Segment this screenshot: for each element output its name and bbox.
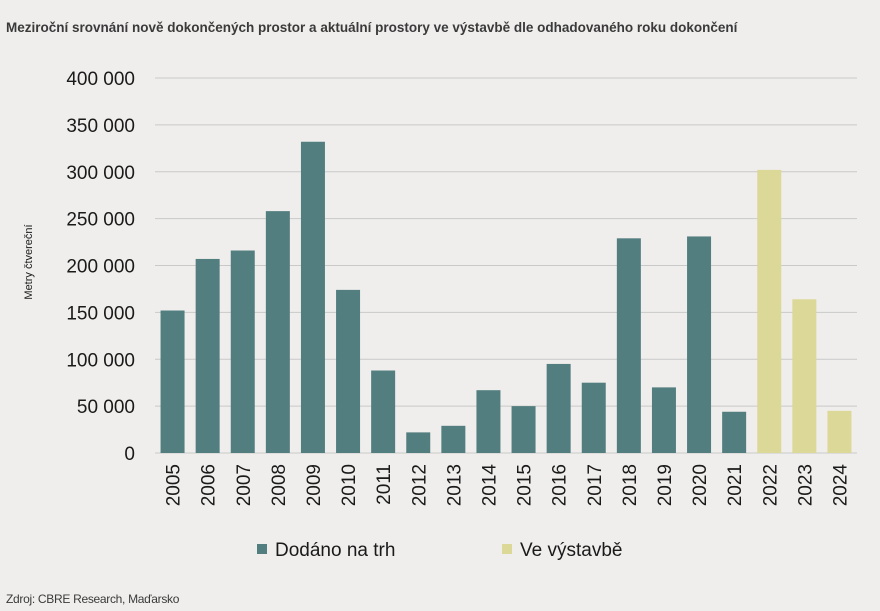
legend-swatch xyxy=(502,544,512,554)
x-tick-label: 2018 xyxy=(620,464,641,506)
bar-2014 xyxy=(476,390,501,453)
bar-2009 xyxy=(300,141,325,453)
bar-2016 xyxy=(546,363,571,453)
x-tick-label: 2007 xyxy=(234,464,255,506)
y-axis-tick-labels: 0 50 000 100 000 150 000 200 000 250 000 300 0… xyxy=(66,69,135,465)
source-note: Zdroj: CBRE Research, Maďarsko xyxy=(6,592,180,606)
bar-2022 xyxy=(757,169,782,453)
x-tick-label: 2008 xyxy=(269,464,290,506)
bar-2007 xyxy=(230,250,255,453)
x-tick-label: 2006 xyxy=(199,464,220,506)
y-axis-label: Metry čtvereční xyxy=(23,224,35,299)
x-tick-label: 2016 xyxy=(550,464,571,506)
bar-2024 xyxy=(827,410,852,453)
x-tick-label: 2011 xyxy=(374,464,395,505)
gridlines xyxy=(155,77,857,454)
y-tick-label: 200 000 xyxy=(66,257,135,278)
bar-2015 xyxy=(511,406,536,453)
legend-swatch xyxy=(257,544,267,554)
y-tick-label: 150 000 xyxy=(66,303,135,324)
bar-2023 xyxy=(792,299,817,453)
bar-2006 xyxy=(195,258,220,453)
legend: Dodáno na trh Ve výstavbě xyxy=(257,540,622,561)
x-tick-label: 2013 xyxy=(444,464,465,506)
bar-2012 xyxy=(406,432,431,453)
bar-2017 xyxy=(581,382,606,453)
x-tick-label: 2005 xyxy=(164,464,185,506)
y-tick-label: 50 000 xyxy=(77,397,135,418)
bar-2005 xyxy=(160,310,185,453)
x-tick-label: 2015 xyxy=(515,464,536,506)
chart-title: Meziroční srovnání nově dokončených pros… xyxy=(6,20,738,35)
bar-2013 xyxy=(441,425,466,453)
y-tick-label: 0 xyxy=(124,444,135,465)
y-tick-label: 100 000 xyxy=(66,350,135,371)
bar-2011 xyxy=(371,370,396,453)
legend-label: Dodáno na trh xyxy=(275,540,395,561)
x-tick-label: 2010 xyxy=(339,464,360,506)
x-tick-label: 2012 xyxy=(409,464,430,506)
x-tick-label: 2022 xyxy=(760,464,781,506)
x-tick-label: 2021 xyxy=(725,464,746,506)
bar-2018 xyxy=(616,238,641,453)
legend-label: Ve výstavbě xyxy=(520,540,622,561)
x-tick-label: 2023 xyxy=(795,464,816,506)
x-tick-label: 2009 xyxy=(304,464,325,506)
y-tick-label: 250 000 xyxy=(66,210,135,231)
bar-2010 xyxy=(336,289,361,453)
x-tick-label: 2019 xyxy=(655,464,676,506)
bar-2019 xyxy=(651,387,676,453)
y-tick-label: 350 000 xyxy=(66,116,135,137)
x-tick-label: 2017 xyxy=(585,464,606,506)
x-axis-tick-labels: 2005 2006 2007 2008 2009 2010 2011 2012 2013 2014… xyxy=(164,464,852,507)
bar-chart: 0 50 000 100 000 150 000 200 000 250 000 300 0… xyxy=(23,69,857,561)
bar-2021 xyxy=(722,411,747,453)
x-tick-label: 2024 xyxy=(830,464,851,507)
bar-2020 xyxy=(687,236,712,453)
y-tick-label: 400 000 xyxy=(66,69,135,90)
bars xyxy=(160,141,852,453)
bar-2008 xyxy=(265,211,290,453)
x-tick-label: 2014 xyxy=(479,464,500,507)
x-tick-label: 2020 xyxy=(690,464,711,506)
y-tick-label: 300 000 xyxy=(66,163,135,184)
